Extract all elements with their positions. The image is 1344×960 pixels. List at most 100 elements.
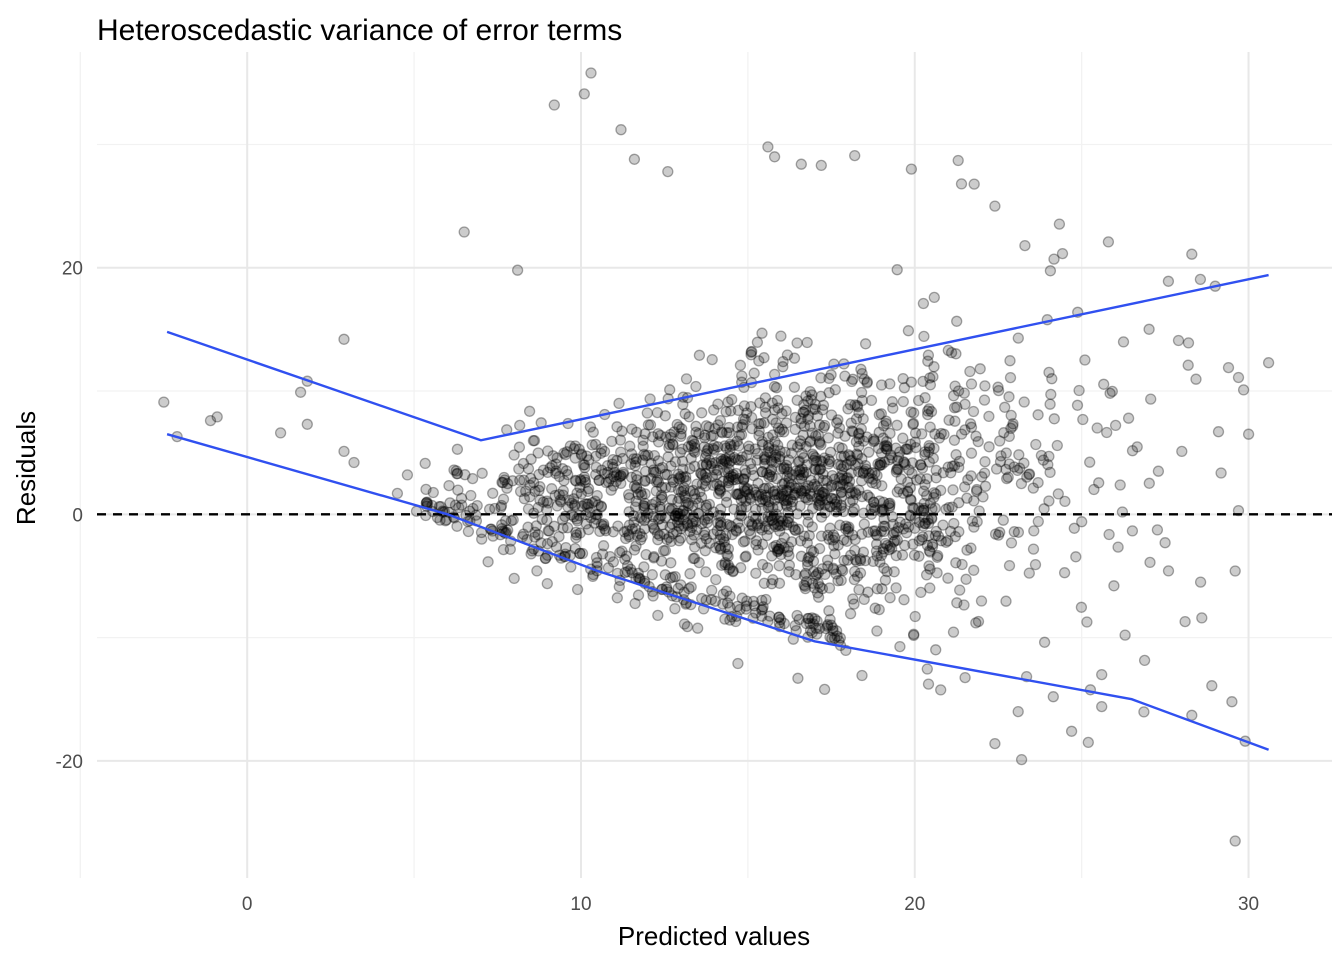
data-point [904,493,917,505]
data-point [821,554,834,566]
data-point [637,440,649,452]
data-point [808,478,821,491]
data-point [592,499,604,511]
data-point [778,531,790,544]
data-point [652,609,664,622]
data-point [700,420,713,432]
data-point [525,472,537,485]
data-point [667,438,679,450]
data-point [514,485,527,498]
data-point [498,471,510,484]
data-point [623,530,635,543]
data-point [748,469,760,482]
data-point [834,480,846,492]
data-point [815,494,827,506]
data-point [806,389,818,401]
data-point [720,442,733,454]
data-point [622,488,635,501]
data-point [756,604,768,616]
data-point [1047,691,1059,703]
data-point [768,518,780,531]
data-point [705,593,718,606]
data-point [959,481,971,493]
data-point [877,520,890,532]
data-point [877,419,890,432]
data-point [835,502,847,514]
data-point [924,582,936,594]
data-point [838,461,850,473]
data-point [793,613,805,626]
data-point [816,404,829,416]
data-point [792,523,805,535]
data-point [953,461,965,474]
data-point [714,543,727,556]
data-point [824,631,836,643]
data-point [923,560,935,572]
data-point [884,540,896,553]
data-point [917,520,929,532]
data-point [1015,753,1028,766]
data-point [650,476,663,488]
data-point [714,533,726,545]
data-point [816,456,828,468]
data-point [835,459,847,471]
data-point [756,603,769,615]
data-point [695,537,708,549]
data-point [766,413,779,426]
data-point [838,450,850,462]
data-point [833,441,845,453]
data-point [845,467,858,479]
data-point [802,552,814,564]
data-point [651,474,663,486]
data-point [727,565,739,578]
data-point [814,497,826,510]
data-point [818,421,830,434]
data-point [719,455,731,467]
data-point [777,355,789,368]
data-point [497,543,510,556]
data-point [555,496,567,508]
data-point [778,477,791,489]
data-point [791,337,803,349]
data-point [508,572,520,585]
data-point [900,443,912,455]
data-point [858,465,870,477]
data-point [690,516,702,528]
data-point [840,520,852,532]
data-point [951,401,963,413]
data-point [854,554,867,567]
data-point [884,500,896,512]
data-point [828,632,841,644]
data-point [482,556,494,568]
data-point [959,398,971,410]
data-point [937,467,949,479]
data-point [732,517,744,529]
data-point [718,454,730,466]
data-point [898,456,910,468]
data-point [853,428,865,440]
data-point [809,403,821,415]
data-point [669,603,681,615]
y-tick-label: -20 [56,752,83,773]
data-point [1138,654,1151,667]
data-point [763,442,775,454]
data-point [829,384,841,396]
data-point [856,367,868,380]
data-point [712,441,724,453]
data-point [608,470,620,483]
data-point [950,557,962,569]
data-point [891,462,904,475]
data-point [700,566,712,578]
data-point [821,494,833,506]
data-point [724,519,736,532]
data-point [617,468,629,480]
data-point [944,525,957,538]
data-point [1215,467,1227,479]
data-point [710,468,723,481]
data-point [813,495,826,507]
data-point [740,467,752,480]
data-point [731,435,743,447]
data-point [826,469,838,482]
data-point [549,489,561,502]
data-point [720,456,733,468]
